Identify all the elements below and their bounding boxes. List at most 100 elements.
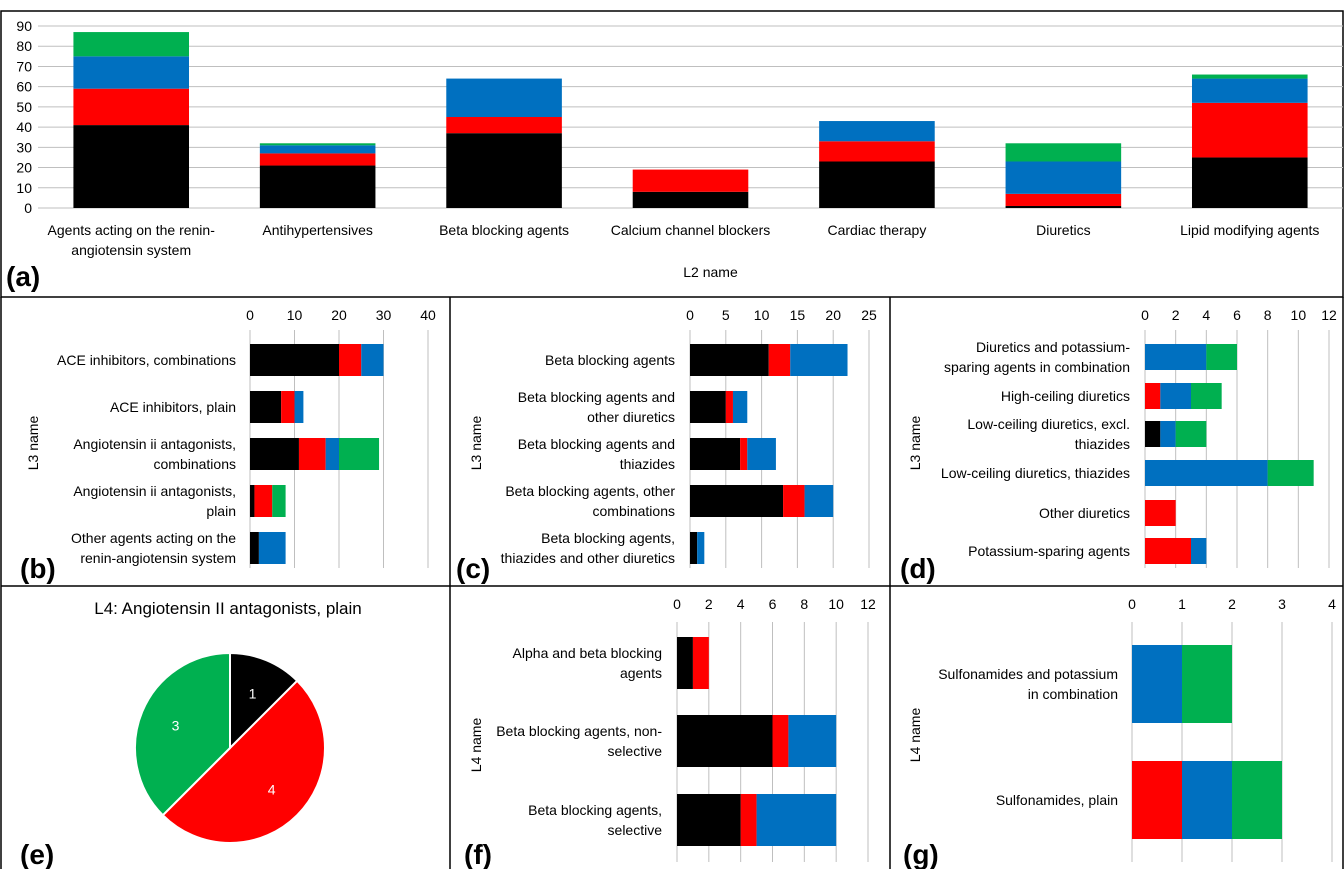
bar-segment [1145, 538, 1191, 564]
x-tick-label: 20 [331, 307, 347, 323]
bar-segment [1182, 645, 1232, 723]
y-axis-title: L4 name [907, 708, 923, 763]
y-axis-title: L3 name [25, 416, 41, 471]
x-tick-label: 8 [1264, 307, 1272, 323]
bar-segment [1132, 645, 1182, 723]
y-tick-label: 0 [24, 200, 32, 216]
bar-segment [259, 532, 286, 564]
bar-segment [281, 391, 294, 423]
bar-segment [1132, 761, 1182, 839]
bar-segment [250, 438, 299, 470]
bar-segment [1192, 157, 1308, 208]
bar-segment [693, 637, 709, 689]
bar-segment [690, 532, 697, 564]
chart-title: L4: Angiotensin II antagonists, plain [94, 599, 361, 618]
x-tick-label: 0 [1128, 596, 1136, 612]
bar-segment [740, 438, 747, 470]
bar-segment [690, 344, 769, 376]
bar-segment [1232, 761, 1282, 839]
bar-segment [250, 344, 339, 376]
bar-segment [1145, 421, 1160, 447]
bar-segment [250, 532, 259, 564]
bar-segment [697, 532, 704, 564]
bar-segment [1192, 75, 1308, 79]
bar-segment [295, 391, 304, 423]
bar-segment [1145, 344, 1206, 370]
bar-segment [1191, 383, 1222, 409]
bar-segment [254, 485, 272, 517]
panel-label: (b) [20, 553, 56, 584]
bar-segment [677, 794, 741, 846]
x-tick-label: 2 [1228, 596, 1236, 612]
bar-segment [1191, 538, 1206, 564]
x-tick-label: 2 [1172, 307, 1180, 323]
bar-segment [272, 485, 285, 517]
bar-segment [446, 79, 562, 117]
panel-label: (d) [900, 553, 936, 584]
bar-segment [1182, 761, 1232, 839]
bar-segment [1176, 421, 1207, 447]
bar-segment [819, 121, 935, 141]
x-tick-label: 25 [861, 307, 877, 323]
bar-segment [677, 637, 693, 689]
x-tick-label: 0 [673, 596, 681, 612]
bar-segment [260, 166, 376, 208]
y-tick-label: 80 [16, 38, 32, 54]
bar-segment [1192, 79, 1308, 103]
bar-segment [1145, 500, 1176, 526]
y-tick-label: 30 [16, 139, 32, 155]
x-tick-label: 10 [1291, 307, 1307, 323]
bar-segment [733, 391, 747, 423]
bar-segment [1160, 383, 1191, 409]
bar-segment [446, 133, 562, 208]
y-axis-title: L4 name [468, 718, 484, 773]
bar-segment [260, 153, 376, 165]
panel-label: (c) [456, 553, 490, 584]
pie-slice-label: 3 [172, 717, 180, 733]
bar-segment [250, 485, 254, 517]
y-category-label: ACE inhibitors, plain [110, 399, 236, 415]
y-tick-label: 50 [16, 99, 32, 115]
x-tick-label: 0 [686, 307, 694, 323]
bar-segment [73, 32, 189, 56]
bar-segment [1145, 460, 1268, 486]
y-category-label: Other diuretics [1039, 505, 1130, 521]
x-tick-label: 10 [828, 596, 844, 612]
bar-segment [1006, 161, 1122, 193]
bar-segment [1006, 194, 1122, 206]
bar-segment [741, 794, 757, 846]
x-tick-label: 3 [1278, 596, 1286, 612]
pie-slice-label: 1 [249, 686, 257, 702]
pie-slice-label: 4 [268, 782, 276, 798]
x-tick-label: 0 [1141, 307, 1149, 323]
bar-segment [690, 391, 726, 423]
bar-segment [361, 344, 383, 376]
bar-segment [1160, 421, 1175, 447]
bar-segment [446, 117, 562, 133]
x-category-label: Antihypertensives [262, 222, 373, 238]
bar-segment [339, 344, 361, 376]
x-tick-label: 6 [769, 596, 777, 612]
bar-segment [1006, 143, 1122, 161]
y-category-label: Potassium-sparing agents [968, 543, 1130, 559]
x-tick-label: 5 [722, 307, 730, 323]
x-tick-label: 12 [1321, 307, 1337, 323]
y-tick-label: 20 [16, 160, 32, 176]
bar-segment [819, 161, 935, 208]
bar-segment [633, 192, 749, 208]
y-tick-label: 60 [16, 79, 32, 95]
y-tick-label: 90 [16, 18, 32, 34]
x-tick-label: 12 [860, 596, 876, 612]
bar-segment [747, 438, 776, 470]
panel-label: (f) [464, 839, 492, 869]
bar-segment [819, 141, 935, 161]
y-category-label: Low-ceiling diuretics, thiazides [941, 465, 1130, 481]
bar-segment [1206, 344, 1237, 370]
bar-segment [677, 715, 773, 767]
x-tick-label: 15 [790, 307, 806, 323]
bar-segment [1192, 103, 1308, 158]
x-tick-label: 4 [1202, 307, 1210, 323]
x-tick-label: 6 [1233, 307, 1241, 323]
bar-segment [260, 143, 376, 145]
